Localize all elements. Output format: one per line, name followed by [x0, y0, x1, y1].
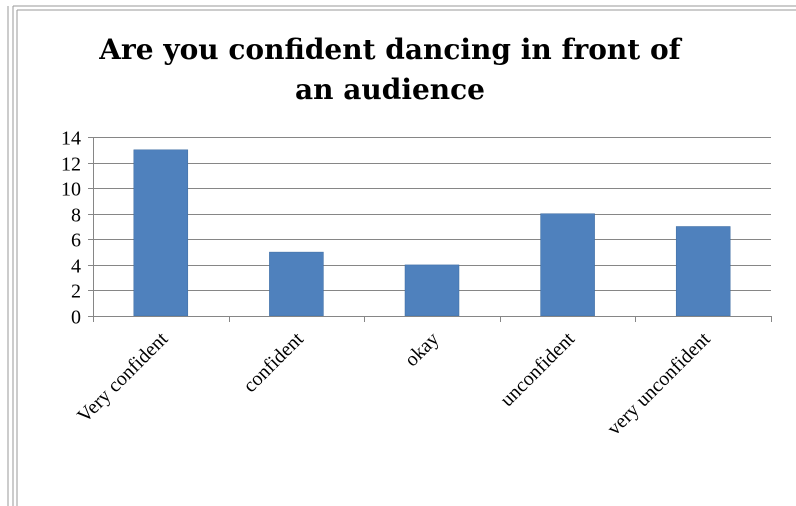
bar-okay — [404, 264, 460, 317]
x-tick-label: very unconfident — [603, 328, 715, 440]
x-tick-label: confident — [239, 328, 308, 397]
x-tick-label: Very confident — [73, 328, 173, 428]
y-tick-label: 4 — [71, 256, 81, 278]
y-tick-label: 2 — [71, 281, 81, 303]
y-tick-label: 0 — [71, 307, 81, 329]
chart-title: Are you confident dancing in front of an… — [99, 33, 681, 106]
bar-unconfident — [540, 213, 595, 317]
y-tick-label: 14 — [61, 128, 81, 150]
x-tick-label: okay — [400, 328, 443, 371]
y-tick-label: 8 — [71, 205, 81, 227]
y-tick-label: 10 — [61, 179, 81, 201]
bar-confident — [269, 251, 324, 317]
x-tick-label: unconfident — [496, 328, 579, 411]
bar-very-confident — [133, 149, 189, 317]
y-tick-label: 6 — [71, 230, 81, 252]
bar-very-unconfident — [675, 226, 731, 317]
y-tick-label: 12 — [61, 154, 81, 176]
